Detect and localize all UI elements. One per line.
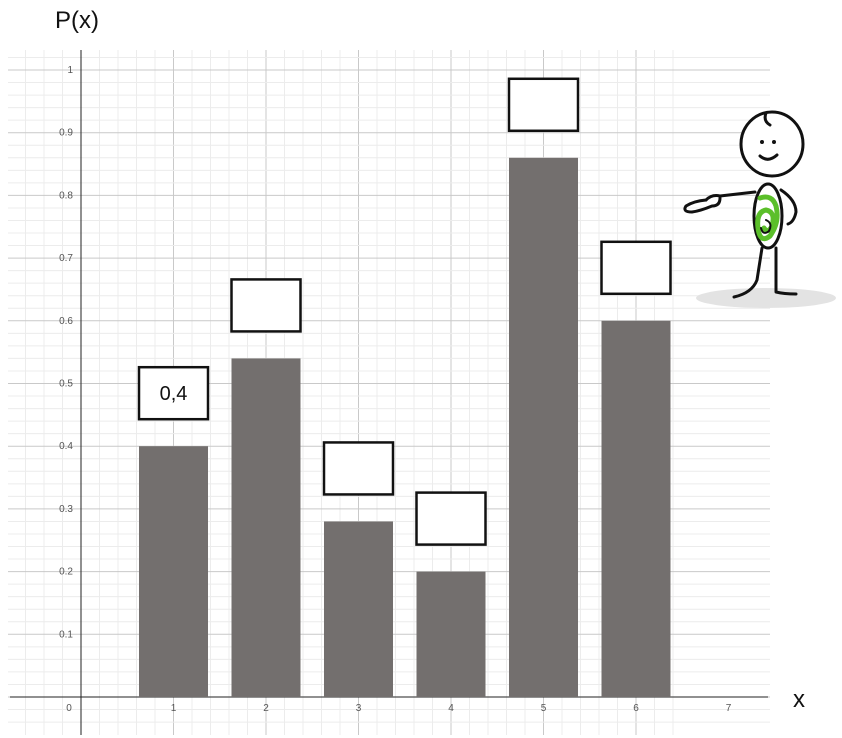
value-box — [137, 365, 210, 421]
x-tick-label: 1 — [171, 703, 177, 714]
tick-labels: 0 1 2 3 4 5 6 7 0.1 0.2 0.3 0.4 0.5 0.6 0.7 0.8 0.9 1 — [59, 65, 732, 714]
bar — [324, 521, 393, 697]
y-tick-label: 0.1 — [59, 629, 73, 640]
x-tick-label: 2 — [263, 703, 269, 714]
y-tick-label: 0.2 — [59, 567, 73, 578]
x-tick-label: 5 — [541, 703, 547, 714]
value-box — [322, 441, 395, 496]
bars — [139, 157, 671, 697]
y-tick-label: 0.5 — [59, 379, 73, 390]
bar — [416, 571, 486, 697]
value-boxes: 0,4 — [137, 77, 672, 546]
y-tick-label: 1 — [67, 65, 73, 76]
y-tick-label: 0.3 — [59, 504, 73, 515]
y-tick-label: 0.9 — [59, 128, 73, 139]
y-tick-label: 0.7 — [59, 253, 73, 264]
pointing-stick-figure-icon — [683, 110, 836, 308]
bar — [601, 320, 671, 697]
x-tick-label: 0 — [66, 703, 72, 714]
y-tick-label: 0.6 — [59, 316, 73, 327]
y-axis-title: P(x) — [55, 7, 99, 34]
x-tick-label: 4 — [448, 703, 454, 714]
value-box — [600, 240, 672, 296]
bar — [139, 446, 208, 697]
x-tick-label: 3 — [356, 703, 362, 714]
value-label: 0,4 — [160, 383, 188, 405]
x-axis-title: x — [793, 686, 805, 713]
bar — [231, 358, 301, 697]
value-box — [415, 491, 487, 546]
y-tick-label: 0.8 — [59, 190, 73, 201]
y-tick-label: 0.4 — [59, 441, 73, 452]
x-tick-label: 6 — [633, 703, 639, 714]
value-box — [507, 77, 580, 133]
bar — [509, 157, 578, 697]
value-box — [230, 278, 302, 333]
x-tick-label: 7 — [726, 703, 732, 714]
